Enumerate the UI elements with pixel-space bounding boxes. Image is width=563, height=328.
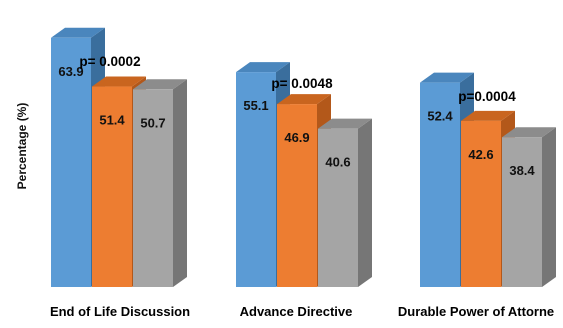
bar-top-face xyxy=(277,94,331,105)
data-label-advance-directive-series-3: 40.6 xyxy=(325,155,350,170)
bar-group-end-of-life-discussion: 63.9 51.4 50.7 xyxy=(51,27,187,288)
bar-top-face xyxy=(420,72,474,83)
bar-front-face xyxy=(277,104,317,287)
data-label-durable-power-of-attorne-series-3: 38.4 xyxy=(509,163,535,178)
data-label-end-of-life-discussion-series-3: 50.7 xyxy=(140,115,165,130)
bar-front-face xyxy=(461,120,501,287)
bar-front-face xyxy=(318,128,358,287)
bar-top-face xyxy=(92,76,146,87)
bar-top-face xyxy=(133,79,187,90)
bar-group-durable-power-of-attorne: 52.4 42.6 38.4 xyxy=(420,72,556,288)
bar-side-face xyxy=(542,127,556,288)
bar-top-face xyxy=(461,110,515,121)
p-value-annotation-advance-directive: p= 0.0048 xyxy=(271,76,333,91)
data-label-advance-directive-series-2: 46.9 xyxy=(284,130,309,145)
bar-durable-power-of-attorne-series-3: 38.4 xyxy=(502,127,556,288)
bar-group-advance-directive: 55.1 46.9 40.6 xyxy=(236,62,372,287)
bar-front-face xyxy=(236,72,276,287)
bar-end-of-life-discussion-series-3: 50.7 xyxy=(133,79,187,288)
category-label-advance-directive: Advance Directive xyxy=(240,304,353,319)
data-label-advance-directive-series-1: 55.1 xyxy=(243,98,268,113)
bar-side-face xyxy=(173,79,187,288)
bar-front-face xyxy=(420,82,460,287)
bar-front-face xyxy=(502,137,542,287)
bar-top-face xyxy=(51,27,105,38)
p-value-annotation-durable-power-of-attorne: p=0.0004 xyxy=(458,89,516,104)
category-label-end-of-life-discussion: End of Life Discussion xyxy=(50,304,190,319)
bar-front-face xyxy=(51,37,91,287)
bar-top-face xyxy=(318,118,372,129)
bar-front-face xyxy=(92,86,132,287)
bar-advance-directive-series-3: 40.6 xyxy=(318,118,372,287)
data-label-end-of-life-discussion-series-2: 51.4 xyxy=(99,113,125,128)
bar-side-face xyxy=(358,118,372,287)
data-label-end-of-life-discussion-series-1: 63.9 xyxy=(58,64,83,79)
data-label-durable-power-of-attorne-series-1: 52.4 xyxy=(427,109,453,124)
bar-top-face xyxy=(236,62,290,73)
category-label-durable-power-of-attorne: Durable Power of Attorne xyxy=(398,304,554,319)
bar-top-face xyxy=(502,127,556,138)
y-axis-label: Percentage (%) xyxy=(15,103,29,190)
p-value-annotation-end-of-life-discussion: p= 0.0002 xyxy=(79,54,140,69)
bar-front-face xyxy=(133,89,173,288)
data-label-durable-power-of-attorne-series-2: 42.6 xyxy=(468,147,493,162)
